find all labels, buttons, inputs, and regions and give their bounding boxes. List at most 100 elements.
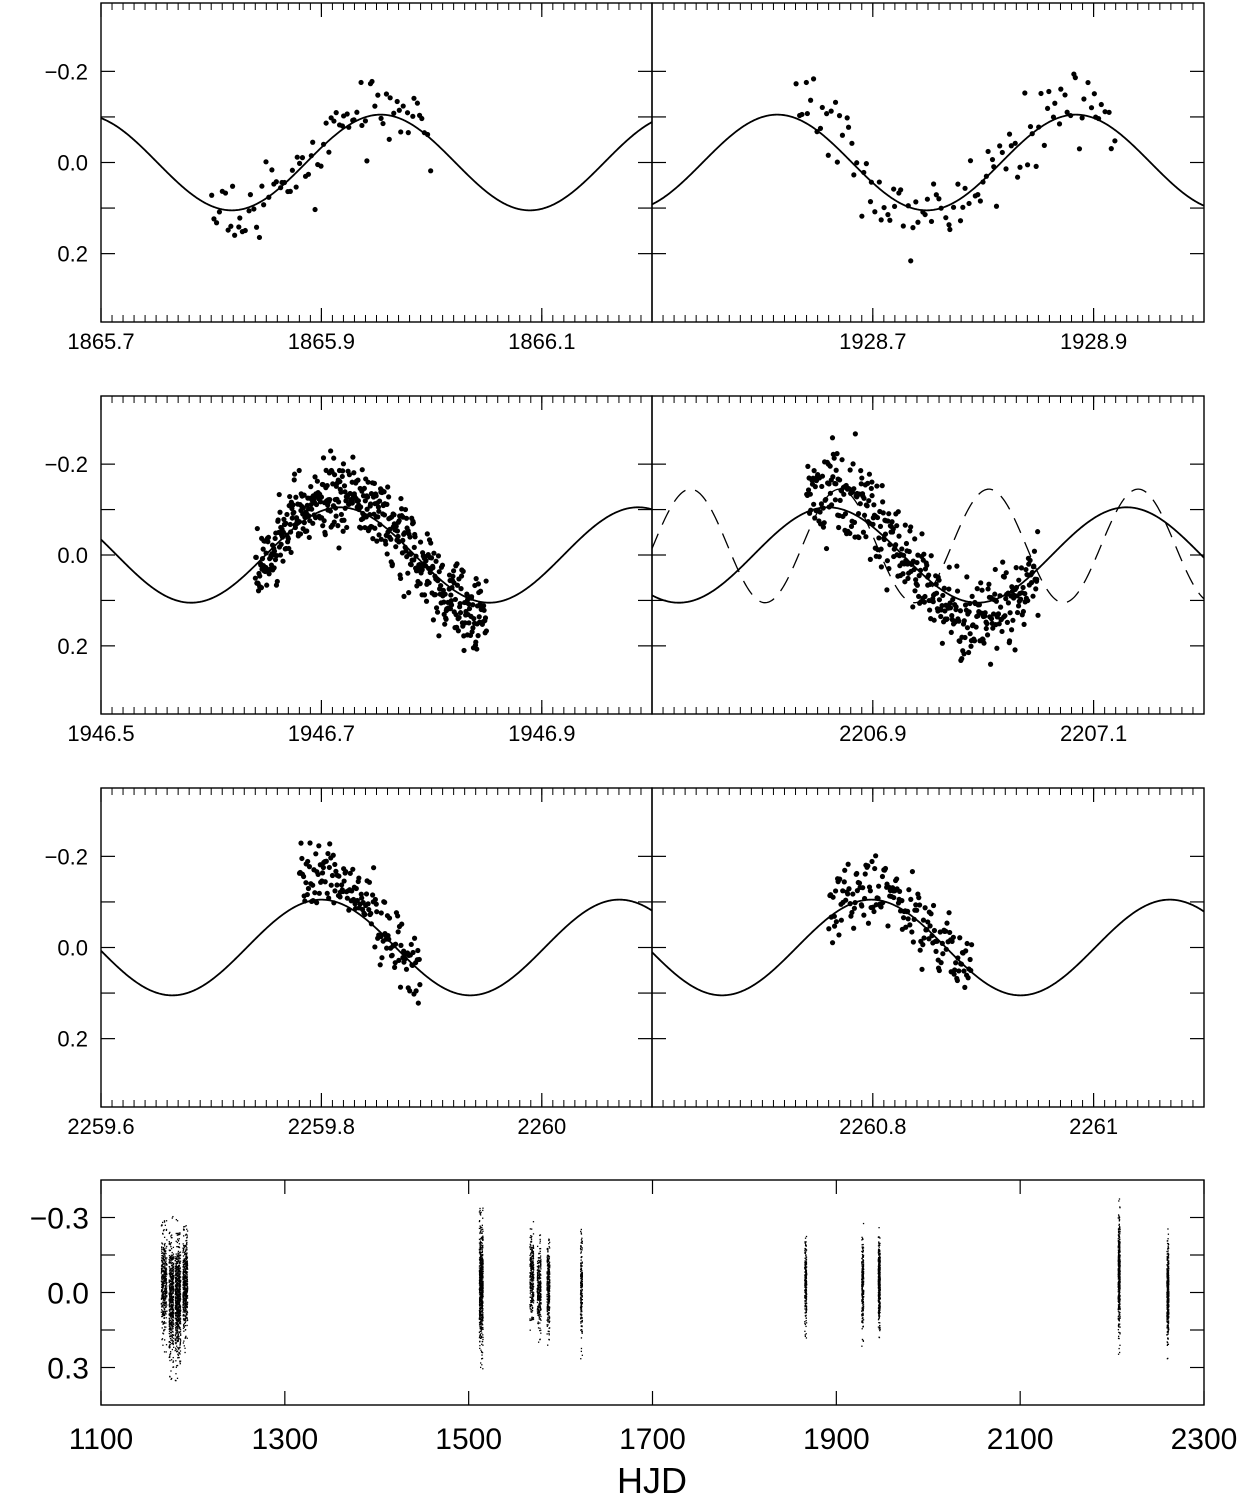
data-point bbox=[922, 211, 928, 218]
data-point bbox=[182, 1255, 185, 1257]
data-point bbox=[479, 1315, 482, 1317]
data-point bbox=[247, 192, 254, 198]
data-point bbox=[161, 1266, 163, 1268]
data-point bbox=[165, 1275, 167, 1278]
data-point bbox=[186, 1316, 188, 1319]
data-point bbox=[480, 1315, 483, 1317]
data-point bbox=[174, 1324, 176, 1326]
data-point bbox=[185, 1263, 187, 1265]
data-point bbox=[177, 1253, 179, 1255]
data-point bbox=[169, 1295, 171, 1298]
data-point bbox=[878, 217, 884, 223]
data-point bbox=[183, 1322, 186, 1325]
data-point bbox=[177, 1290, 179, 1292]
data-point bbox=[479, 1250, 481, 1253]
data-point bbox=[170, 1328, 172, 1330]
data-point bbox=[481, 1266, 483, 1268]
data-point bbox=[314, 478, 320, 484]
data-point bbox=[163, 1229, 165, 1231]
data-point bbox=[162, 1301, 164, 1303]
data-point bbox=[914, 907, 920, 913]
data-point bbox=[177, 1238, 179, 1240]
data-point bbox=[225, 227, 231, 233]
data-point bbox=[165, 1296, 167, 1298]
data-point bbox=[170, 1299, 172, 1302]
data-point bbox=[178, 1264, 180, 1266]
data-point bbox=[165, 1229, 168, 1231]
data-point bbox=[482, 1261, 484, 1263]
data-point bbox=[166, 1294, 168, 1297]
data-point bbox=[430, 617, 437, 623]
data-point bbox=[336, 545, 342, 551]
data-point bbox=[480, 1272, 482, 1274]
data-point bbox=[185, 1283, 187, 1285]
data-point bbox=[884, 558, 890, 564]
data-point bbox=[173, 1257, 175, 1259]
data-point bbox=[170, 1309, 172, 1311]
data-point bbox=[175, 1258, 177, 1260]
x-tick-label: 2259.8 bbox=[288, 1114, 355, 1139]
data-point bbox=[927, 923, 933, 929]
data-point bbox=[170, 1263, 172, 1265]
data-point bbox=[943, 215, 949, 221]
data-point bbox=[1029, 131, 1035, 137]
x-tick-label: 2259.6 bbox=[67, 1114, 134, 1139]
data-point bbox=[374, 538, 380, 544]
data-point bbox=[1098, 101, 1104, 108]
data-point bbox=[478, 1220, 481, 1223]
data-point bbox=[169, 1338, 172, 1340]
data-point bbox=[169, 1356, 171, 1358]
data-point bbox=[966, 609, 972, 615]
data-point bbox=[185, 1317, 187, 1319]
data-point bbox=[898, 187, 904, 193]
data-point bbox=[811, 468, 817, 474]
data-point bbox=[1013, 565, 1019, 571]
data-point bbox=[171, 1325, 174, 1327]
data-point bbox=[346, 124, 352, 130]
data-point bbox=[176, 1279, 178, 1282]
data-point bbox=[847, 467, 853, 473]
data-point bbox=[160, 1225, 163, 1227]
data-point bbox=[186, 1337, 188, 1339]
x-tick-label: 1946.7 bbox=[288, 721, 355, 746]
data-point bbox=[859, 903, 865, 909]
data-point bbox=[161, 1281, 163, 1283]
data-point bbox=[168, 1300, 170, 1302]
data-point bbox=[174, 1289, 176, 1291]
data-point bbox=[1025, 597, 1031, 604]
data-point bbox=[186, 1267, 188, 1269]
data-point bbox=[179, 1360, 182, 1362]
data-point bbox=[479, 1261, 481, 1264]
data-point bbox=[164, 1277, 166, 1279]
data-point bbox=[403, 515, 410, 521]
data-point bbox=[423, 598, 430, 604]
data-point bbox=[984, 621, 990, 627]
data-point bbox=[1022, 90, 1028, 96]
data-point bbox=[179, 1285, 182, 1287]
data-point bbox=[185, 1281, 187, 1283]
data-point bbox=[178, 1303, 181, 1305]
data-point bbox=[178, 1301, 180, 1304]
data-point bbox=[854, 160, 860, 166]
data-point bbox=[165, 1283, 167, 1286]
data-point bbox=[303, 880, 309, 886]
data-point bbox=[162, 1286, 164, 1289]
data-point bbox=[920, 917, 927, 923]
data-point bbox=[170, 1296, 172, 1298]
data-point bbox=[178, 1352, 180, 1354]
data-point bbox=[863, 534, 869, 540]
data-point bbox=[921, 935, 927, 941]
data-point bbox=[171, 1283, 174, 1286]
data-point bbox=[482, 1272, 484, 1274]
data-point bbox=[261, 202, 267, 208]
data-point bbox=[182, 1308, 185, 1310]
data-point bbox=[436, 569, 442, 575]
data-point bbox=[337, 478, 343, 485]
data-point bbox=[162, 1269, 165, 1271]
data-point bbox=[277, 552, 284, 558]
data-point bbox=[162, 1299, 164, 1301]
data-point bbox=[178, 1256, 180, 1258]
data-point bbox=[269, 167, 275, 173]
data-point bbox=[172, 1290, 175, 1292]
data-point bbox=[999, 628, 1005, 635]
